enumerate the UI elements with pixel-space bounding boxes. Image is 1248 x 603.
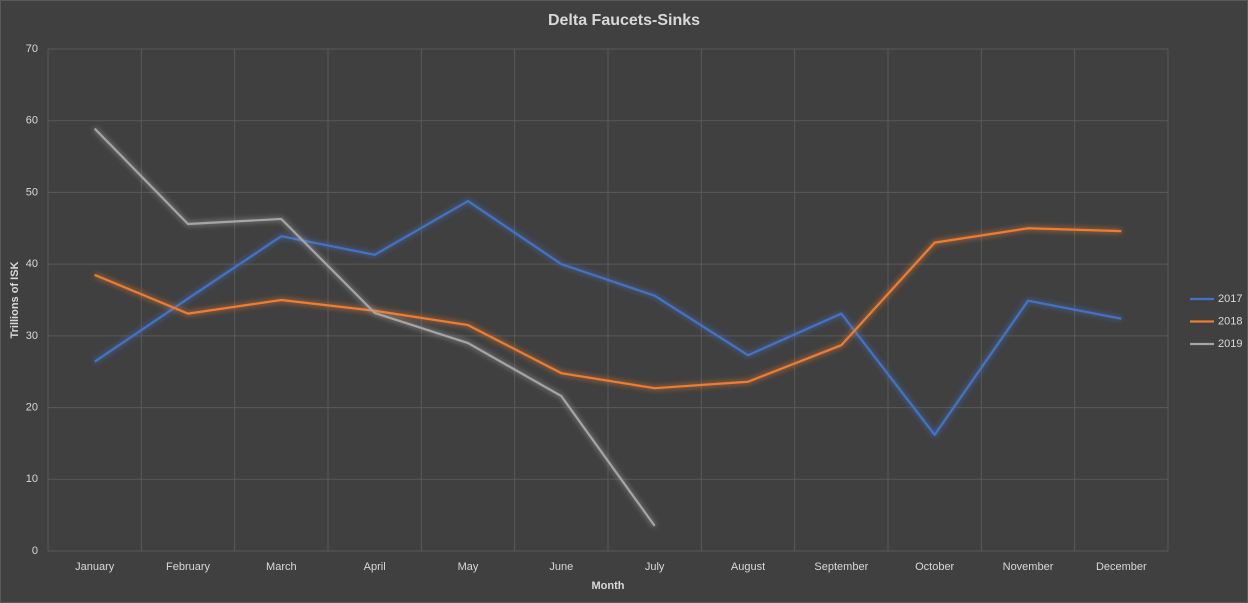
y-tick-label: 10 (26, 473, 38, 485)
series-line (94, 199, 1122, 436)
legend-label: 2019 (1218, 338, 1242, 350)
x-axis-label: Month (592, 580, 625, 592)
x-tick-label: March (266, 561, 297, 573)
y-tick-label: 70 (26, 43, 38, 55)
series-line (93, 127, 656, 527)
y-tick-label: 60 (26, 115, 38, 127)
x-tick-label: December (1096, 561, 1147, 573)
y-tick-label: 50 (26, 186, 38, 198)
x-tick-label: October (915, 561, 954, 573)
y-axis-label: Trillions of ISK (9, 261, 21, 338)
y-tick-label: 0 (32, 545, 38, 557)
y-tick-label: 20 (26, 401, 38, 413)
x-tick-label: September (814, 561, 868, 573)
y-tick-label: 40 (26, 258, 38, 270)
x-tick-label: November (1003, 561, 1054, 573)
y-tick-label: 30 (26, 330, 38, 342)
chart-title: Delta Faucets-Sinks (548, 12, 700, 29)
legend-label: 2017 (1218, 293, 1242, 305)
x-tick-label: August (731, 561, 765, 573)
x-tick-label: April (364, 561, 386, 573)
x-tick-label: June (549, 561, 573, 573)
x-tick-label: February (166, 561, 211, 573)
x-tick-label: May (458, 561, 479, 573)
series-line (94, 227, 1122, 390)
x-tick-label: January (75, 561, 115, 573)
legend-label: 2018 (1218, 315, 1242, 327)
x-tick-label: July (645, 561, 665, 573)
